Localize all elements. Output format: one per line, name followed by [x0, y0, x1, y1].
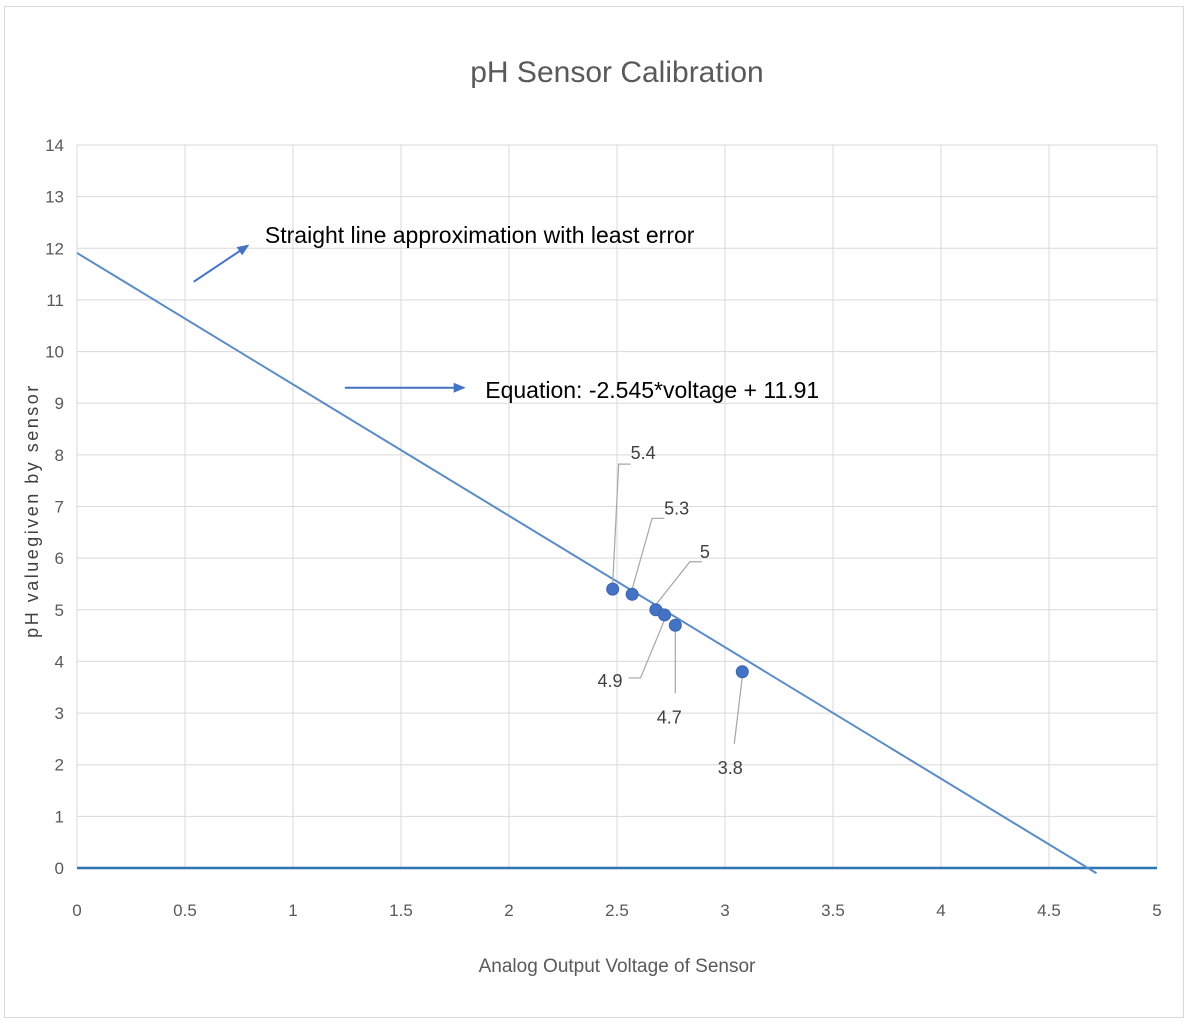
data-label: 4.7	[657, 707, 682, 727]
y-tick-label: 12	[45, 239, 64, 258]
x-tick-label: 1.5	[389, 901, 413, 920]
y-tick-label: 0	[55, 859, 64, 878]
x-tick-label: 3.5	[821, 901, 845, 920]
x-tick-label: 0.5	[173, 901, 197, 920]
data-point	[735, 665, 749, 679]
y-tick-label: 13	[45, 188, 64, 207]
y-tick-label: 3	[55, 704, 64, 723]
y-axis-title: pH valuegiven by sensor	[22, 383, 42, 638]
y-tick-label: 14	[45, 136, 64, 155]
data-label-leader	[628, 619, 666, 679]
y-tick-label: 2	[55, 756, 64, 775]
y-tick-label: 10	[45, 343, 64, 362]
trendline	[76, 252, 1098, 875]
y-tick-label: 6	[55, 549, 64, 568]
y-tick-label: 8	[55, 446, 64, 465]
y-tick-label: 7	[55, 498, 64, 517]
data-label-leader	[655, 561, 702, 606]
x-tick-label: 2	[504, 901, 513, 920]
data-label: 5.4	[631, 443, 656, 463]
data-label-leader	[612, 463, 631, 585]
data-point	[606, 582, 620, 596]
data-label-leader	[631, 517, 665, 590]
x-tick-label: 2.5	[605, 901, 629, 920]
line-note-text: Straight line approximation with least e…	[265, 222, 695, 248]
x-tick-label: 3	[720, 901, 729, 920]
data-point	[625, 587, 639, 601]
x-tick-label: 4.5	[1037, 901, 1061, 920]
data-label: 5	[700, 542, 710, 562]
x-tick-label: 1	[288, 901, 297, 920]
y-tick-label: 5	[55, 601, 64, 620]
chart-title: pH Sensor Calibration	[470, 56, 763, 89]
data-label: 3.8	[718, 758, 743, 778]
line-note-arrow	[193, 244, 250, 283]
x-tick-label: 0	[72, 901, 81, 920]
x-tick-label: 5	[1152, 901, 1161, 920]
data-label: 5.3	[664, 498, 689, 518]
y-tick-label: 11	[46, 291, 64, 310]
equation-text: Equation: -2.545*voltage + 11.91	[485, 377, 819, 403]
data-point	[668, 618, 682, 632]
y-tick-label: 9	[55, 394, 64, 413]
data-label: 4.9	[597, 671, 622, 691]
data-label-leader	[733, 676, 743, 744]
x-axis-title: Analog Output Voltage of Sensor	[479, 956, 756, 977]
y-tick-label: 1	[55, 807, 64, 826]
chart-frame	[4, 6, 1184, 1018]
y-tick-label: 4	[55, 652, 64, 671]
data-point	[658, 608, 672, 622]
x-tick-label: 4	[936, 901, 945, 920]
